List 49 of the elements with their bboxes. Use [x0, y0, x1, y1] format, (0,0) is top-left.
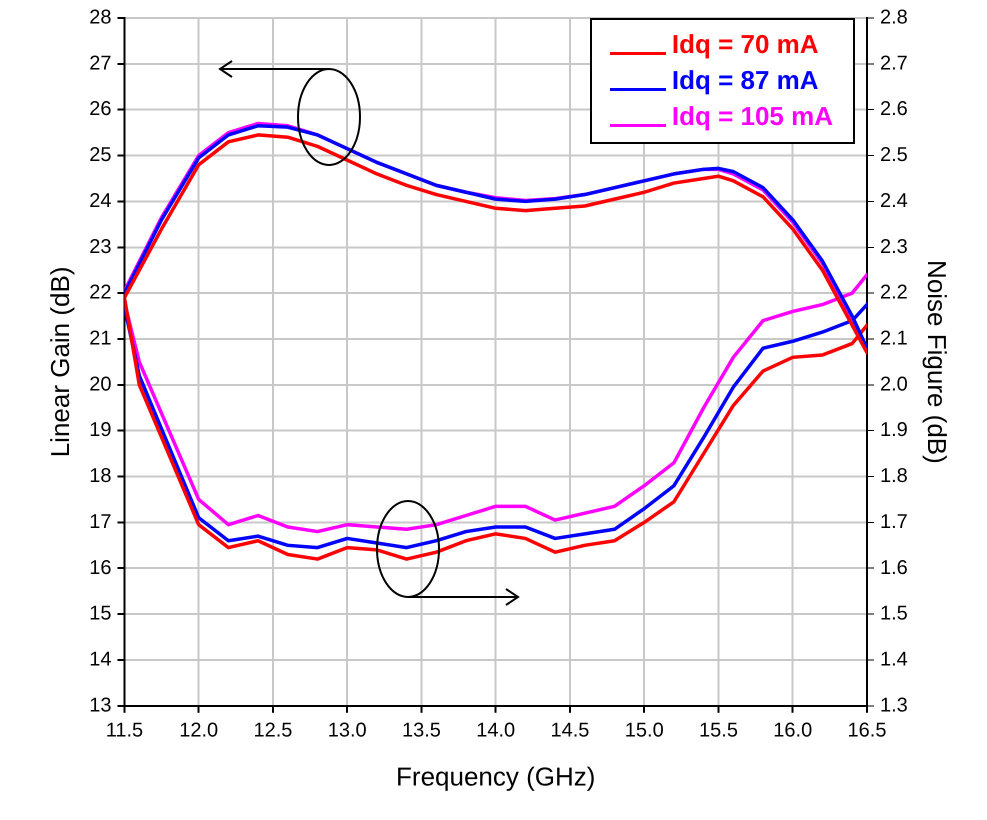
- x-tick-label: 11.5: [106, 719, 144, 742]
- y-tick-label: 27: [89, 52, 112, 74]
- y2-tick-label: 1.9: [880, 419, 908, 442]
- x-tick-label: 16.5: [848, 719, 886, 742]
- y2-tick-label: 1.4: [880, 648, 908, 670]
- y2-tick-label: 2.7: [880, 52, 908, 74]
- y2-axis-title: Noise Figure (dB): [922, 260, 952, 464]
- y2-tick-label: 2.5: [880, 144, 908, 166]
- y2-tick-label: 2.8: [880, 6, 908, 29]
- y2-tick-label: 1.8: [880, 465, 908, 488]
- x-tick-label: 14.5: [550, 719, 590, 742]
- legend-label: Idq = 87 mA: [672, 64, 819, 96]
- y-tick-label: 26: [89, 98, 112, 120]
- y2-tick-label: 1.3: [880, 694, 908, 716]
- y-tick-label: 24: [89, 190, 112, 212]
- y-tick-label: 25: [89, 144, 112, 166]
- x-tick-label: 13.0: [328, 719, 367, 742]
- y-tick-label: 28: [89, 6, 112, 29]
- y-tick-label: 15: [89, 602, 112, 625]
- y2-tick-label: 1.5: [880, 602, 908, 625]
- y-tick-label: 22: [89, 282, 112, 304]
- y-tick-label: 17: [89, 510, 112, 533]
- x-tick-label: 13.5: [402, 719, 441, 742]
- x-tick-label: 14.0: [476, 719, 516, 742]
- y-tick-label: 20: [89, 373, 112, 396]
- y-tick-label: 19: [89, 419, 112, 442]
- x-tick-label: 12.0: [179, 719, 218, 742]
- y2-tick-label: 2.1: [880, 327, 908, 350]
- y-tick-label: 21: [89, 327, 112, 350]
- y2-tick-label: 1.7: [880, 510, 908, 533]
- y-tick-label: 16: [89, 556, 112, 579]
- y2-tick-label: 2.4: [880, 190, 908, 212]
- x-tick-label: 16.0: [773, 719, 812, 742]
- y2-tick-label: 2.3: [880, 236, 908, 258]
- y2-tick-label: 2.6: [880, 98, 908, 120]
- y2-tick-label: 2.2: [880, 282, 908, 304]
- y2-tick-label: 1.6: [880, 556, 908, 579]
- y-tick-label: 14: [89, 648, 112, 670]
- x-tick-label: 15.5: [699, 719, 738, 742]
- x-axis-title: Frequency (GHz): [396, 762, 596, 792]
- y-tick-label: 23: [89, 236, 112, 258]
- y-axis-title: Linear Gain (dB): [44, 266, 75, 458]
- y2-tick-label: 2.0: [880, 373, 908, 396]
- y-tick-label: 18: [89, 465, 112, 488]
- legend-label: Idq = 105 mA: [672, 100, 833, 132]
- x-tick-label: 15.0: [624, 719, 664, 742]
- legend-label: Idq = 70 mA: [672, 28, 819, 60]
- x-tick-label: 12.5: [253, 719, 292, 742]
- y-tick-label: 13: [89, 694, 112, 716]
